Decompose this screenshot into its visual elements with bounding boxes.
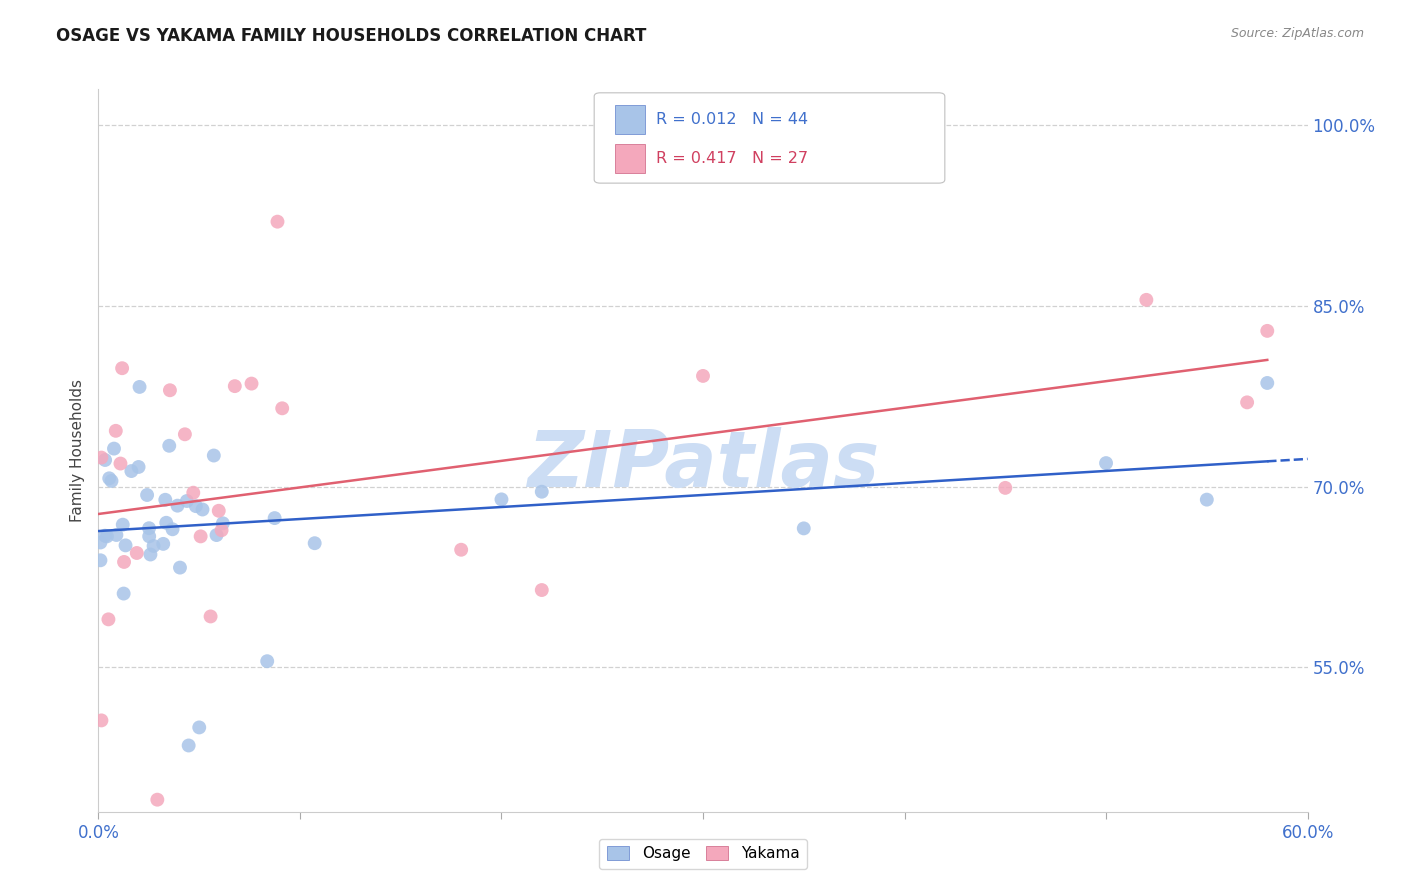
Point [266,215,288,229]
Point [97,612,120,626]
Text: OSAGE VS YAKAMA FAMILY HOUSEHOLDS CORRELATION CHART: OSAGE VS YAKAMA FAMILY HOUSEHOLDS CORREL… [56,27,647,45]
Point [530,484,553,499]
Point [188,720,211,734]
Point [1095,456,1118,470]
Point [120,464,142,478]
Legend: Osage, Yakama: Osage, Yakama [599,838,807,869]
Point [205,528,228,542]
Point [208,504,231,518]
Point [176,494,198,508]
Point [112,586,135,600]
Point [90,714,112,728]
Point [200,609,222,624]
Point [146,793,169,806]
FancyBboxPatch shape [614,104,645,134]
Point [202,449,225,463]
Point [100,474,122,488]
Point [692,368,714,383]
Point [94,529,117,543]
Point [256,654,278,668]
Point [142,539,165,553]
Y-axis label: Family Households: Family Households [70,379,86,522]
Point [271,401,294,416]
Point [166,499,188,513]
Point [174,427,197,442]
Point [155,492,177,507]
FancyBboxPatch shape [595,93,945,183]
Point [114,538,136,552]
Point [793,521,815,535]
Point [128,460,150,475]
Point [224,379,246,393]
Point [1256,376,1278,390]
Point [304,536,326,550]
Point [1195,492,1218,507]
Point [111,361,134,376]
Point [90,450,112,465]
Point [157,439,180,453]
Text: R = 0.012   N = 44: R = 0.012 N = 44 [655,112,808,128]
Point [530,582,553,597]
Point [89,553,111,567]
Point [159,384,181,398]
Point [152,537,174,551]
Point [110,457,132,471]
Point [103,442,125,456]
Point [105,528,128,542]
Point [181,485,204,500]
Text: ZIPatlas: ZIPatlas [527,427,879,503]
Point [1256,324,1278,338]
Point [155,516,177,530]
Point [177,739,200,753]
Point [994,481,1017,495]
Point [450,542,472,557]
Point [184,499,207,513]
Point [111,517,134,532]
Point [1135,293,1157,307]
Text: R = 0.417   N = 27: R = 0.417 N = 27 [655,152,808,166]
Text: Source: ZipAtlas.com: Source: ZipAtlas.com [1230,27,1364,40]
Point [128,380,150,394]
FancyBboxPatch shape [614,144,645,173]
Point [136,488,159,502]
Point [139,548,162,562]
Point [191,502,214,516]
Point [491,492,513,507]
Point [162,522,184,536]
Point [125,546,148,560]
Point [96,529,118,543]
Point [169,560,191,574]
Point [104,424,127,438]
Point [1236,395,1258,409]
Point [138,529,160,543]
Point [263,511,285,525]
Point [211,523,233,537]
Point [112,555,135,569]
Point [240,376,263,391]
Point [89,535,111,549]
Point [212,516,235,531]
Point [94,453,117,467]
Point [98,471,121,485]
Point [138,521,160,535]
Point [190,529,212,543]
